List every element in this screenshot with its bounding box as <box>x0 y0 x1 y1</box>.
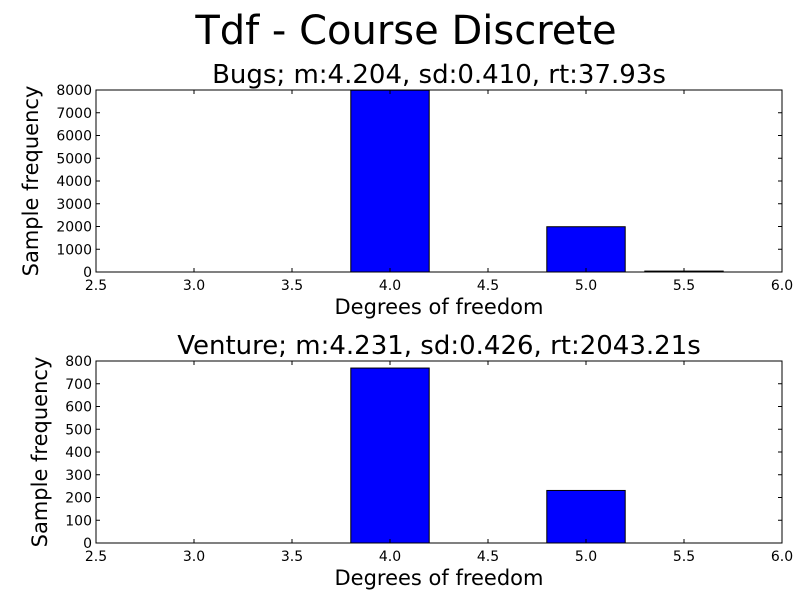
x-tick-label: 6.0 <box>771 278 793 294</box>
axes-frame <box>95 360 783 544</box>
y-tick-label: 700 <box>65 377 92 393</box>
bar <box>546 226 626 273</box>
x-axis-label: Degrees of freedom <box>334 295 543 319</box>
y-tick-label: 1000 <box>56 242 92 258</box>
y-tick-label: 2000 <box>56 220 92 236</box>
x-tick-label: 3.0 <box>183 549 205 565</box>
x-tick-label: 5.5 <box>673 278 695 294</box>
y-tick-label: 100 <box>65 513 92 529</box>
x-tick-label: 5.5 <box>673 549 695 565</box>
x-tick-label: 2.5 <box>85 549 107 565</box>
x-tick-label: 4.0 <box>379 278 401 294</box>
y-tick-label: 5000 <box>56 151 92 167</box>
y-axis-label: Sample frequency <box>28 357 52 548</box>
y-tick-label: 0 <box>83 265 92 281</box>
bar <box>350 89 430 273</box>
x-tick-label: 3.0 <box>183 278 205 294</box>
subplot-panels: 2.5 3.0 3.5 4.0 4.5 5.0 5.5 6.00100020003000400… <box>19 60 793 590</box>
subplot-title: Bugs; m:4.204, sd:0.410, rt:37.93s <box>212 60 666 90</box>
y-tick-label: 0 <box>83 536 92 552</box>
x-axis-label: Degrees of freedom <box>334 566 543 590</box>
x-tick-label: 5.0 <box>575 278 597 294</box>
x-tick-label: 4.5 <box>477 549 499 565</box>
x-tick-label: 3.5 <box>281 278 303 294</box>
bar <box>546 489 626 544</box>
y-tick-label: 800 <box>65 354 92 370</box>
y-tick-label: 6000 <box>56 129 92 145</box>
x-tick-label: 3.5 <box>281 549 303 565</box>
y-tick-label: 600 <box>65 400 92 416</box>
y-tick-label: 8000 <box>56 83 92 99</box>
figure-title: Tdf - Course Discrete <box>194 8 616 54</box>
x-tick-label: 4.5 <box>477 278 499 294</box>
y-tick-label: 7000 <box>56 106 92 122</box>
subplot-bugs: 2.5 3.0 3.5 4.0 4.5 5.0 5.5 6.0 0 1000 2000 3000 400… <box>19 60 793 319</box>
x-tick-label: 6.0 <box>771 549 793 565</box>
x-tick-label: 5.0 <box>575 549 597 565</box>
axes-frame <box>95 89 783 273</box>
y-tick-label: 4000 <box>56 174 92 190</box>
y-tick-label: 500 <box>65 422 92 438</box>
x-tick-label: 2.5 <box>85 278 107 294</box>
y-axis-label: Sample frequency <box>19 86 43 277</box>
x-tick-label: 4.0 <box>379 549 401 565</box>
bar <box>350 367 430 544</box>
subplot-venture: 2.5 3.0 3.5 4.0 4.5 5.0 5.5 6.0 0 100 200 300 400 500… <box>28 331 793 590</box>
subplot-title: Venture; m:4.231, sd:0.426, rt:2043.21s <box>177 331 701 361</box>
y-tick-label: 300 <box>65 468 92 484</box>
y-tick-label: 3000 <box>56 197 92 213</box>
y-tick-label: 200 <box>65 491 92 507</box>
y-tick-label: 400 <box>65 445 92 461</box>
